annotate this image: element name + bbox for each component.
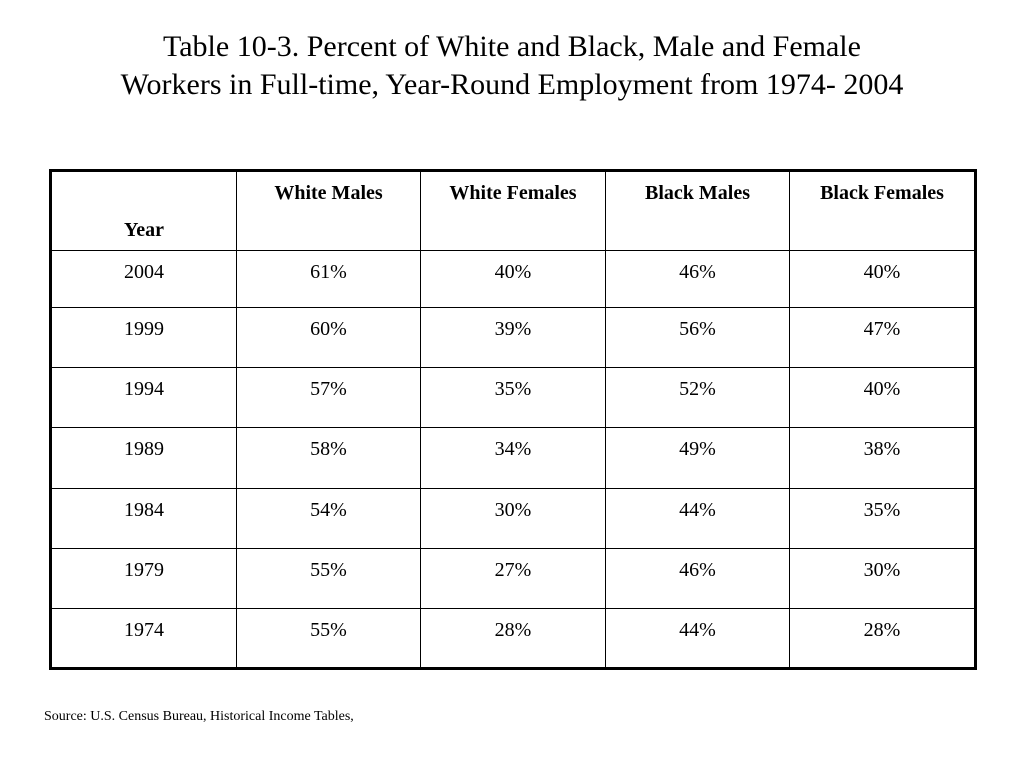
column-header-white-males: White Males xyxy=(236,170,421,251)
cell-year: 1984 xyxy=(50,487,237,549)
cell-year: 1994 xyxy=(50,367,237,429)
column-header-black-females: Black Females xyxy=(789,170,976,251)
table-row: 1989 58% 34% 49% 38% xyxy=(50,427,976,489)
title-line-1: Table 10-3. Percent of White and Black, … xyxy=(163,30,861,63)
title-line-2: Workers in Full-time, Year-Round Employm… xyxy=(120,68,904,101)
table-row: 1984 54% 30% 44% 35% xyxy=(50,487,976,549)
cell-year: 2004 xyxy=(50,249,237,309)
source-note: Source: U.S. Census Bureau, Historical I… xyxy=(44,709,354,724)
cell-year: 1979 xyxy=(50,547,237,609)
column-header-year: Year xyxy=(50,170,237,251)
table-row: 1999 60% 39% 56% 47% xyxy=(50,307,976,369)
cell-white-females: 35% xyxy=(420,367,606,429)
cell-black-males: 56% xyxy=(605,307,790,369)
cell-year: 1999 xyxy=(50,307,237,369)
cell-white-females: 34% xyxy=(420,427,606,489)
employment-table: Year White Males White Females Black Mal… xyxy=(49,169,977,670)
cell-white-males: 54% xyxy=(236,487,421,549)
cell-year: 1989 xyxy=(50,427,237,489)
page-title: Table 10-3. Percent of White and Black, … xyxy=(0,28,1024,104)
cell-black-females: 47% xyxy=(789,307,976,369)
cell-white-males: 58% xyxy=(236,427,421,489)
cell-black-males: 52% xyxy=(605,367,790,429)
cell-year: 1974 xyxy=(50,607,237,670)
cell-white-females: 40% xyxy=(420,249,606,309)
cell-black-females: 30% xyxy=(789,547,976,609)
cell-black-females: 28% xyxy=(789,607,976,670)
cell-white-males: 60% xyxy=(236,307,421,369)
cell-white-males: 55% xyxy=(236,547,421,609)
cell-white-males: 61% xyxy=(236,249,421,309)
cell-white-females: 39% xyxy=(420,307,606,369)
column-header-black-males: Black Males xyxy=(605,170,790,251)
table-row: 1994 57% 35% 52% 40% xyxy=(50,367,976,429)
cell-black-females: 40% xyxy=(789,367,976,429)
cell-black-males: 46% xyxy=(605,547,790,609)
table-row: 1979 55% 27% 46% 30% xyxy=(50,547,976,609)
cell-black-males: 49% xyxy=(605,427,790,489)
cell-white-males: 57% xyxy=(236,367,421,429)
table-row: 1974 55% 28% 44% 28% xyxy=(50,607,976,670)
cell-black-females: 38% xyxy=(789,427,976,489)
cell-black-males: 44% xyxy=(605,487,790,549)
column-header-white-females: White Females xyxy=(420,170,606,251)
cell-white-males: 55% xyxy=(236,607,421,670)
cell-black-females: 40% xyxy=(789,249,976,309)
cell-black-females: 35% xyxy=(789,487,976,549)
cell-black-males: 46% xyxy=(605,249,790,309)
cell-white-females: 30% xyxy=(420,487,606,549)
cell-white-females: 28% xyxy=(420,607,606,670)
cell-white-females: 27% xyxy=(420,547,606,609)
table-row: 2004 61% 40% 46% 40% xyxy=(50,249,976,309)
cell-black-males: 44% xyxy=(605,607,790,670)
table-header-row: Year White Males White Females Black Mal… xyxy=(50,170,976,251)
